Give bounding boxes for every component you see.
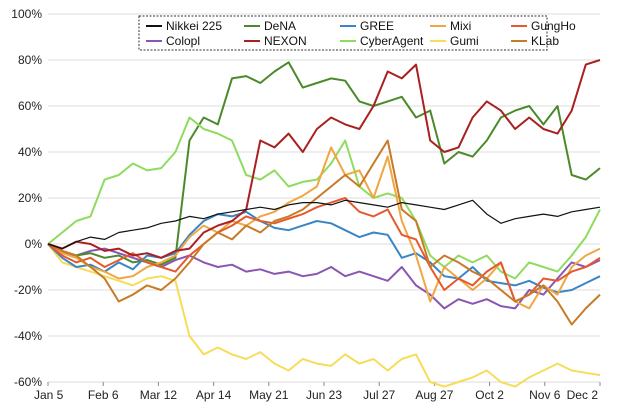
x-tick-label: Feb 6 bbox=[88, 388, 119, 402]
legend-label: Gumi bbox=[450, 34, 479, 48]
x-tick-label: Mar 12 bbox=[140, 388, 178, 402]
y-tick-label: 20% bbox=[18, 191, 42, 205]
x-tick-label: Oct 2 bbox=[475, 388, 504, 402]
y-tick-label: -20% bbox=[14, 283, 42, 297]
y-tick-label: 40% bbox=[18, 145, 42, 159]
x-tick-label: Aug 27 bbox=[415, 388, 453, 402]
grid-lines bbox=[48, 13, 600, 383]
legend-label: KLab bbox=[531, 34, 559, 48]
x-axis: Jan 5 Feb 6 Mar 12 Apr 14 May 21 Jun 23 Jul 27… bbox=[34, 382, 601, 402]
legend-label: GREE bbox=[360, 19, 394, 33]
legend-label: GungHo bbox=[531, 19, 576, 33]
x-tick-label: Dec 2 bbox=[567, 388, 599, 402]
series-line-nexon bbox=[47, 59, 601, 259]
legend-label: DeNA bbox=[264, 19, 296, 33]
x-tick-label: Jul 27 bbox=[363, 388, 395, 402]
y-tick-label: 0% bbox=[25, 237, 43, 251]
y-axis: -60% -40% -20% 0% 20% 40% 60% 80% 100% bbox=[11, 7, 42, 389]
x-tick-label: Apr 14 bbox=[196, 388, 232, 402]
series-line-nikkei-225 bbox=[47, 199, 601, 250]
series-line-gungho bbox=[47, 197, 601, 303]
series-line-klab bbox=[47, 139, 601, 326]
y-tick-label: -40% bbox=[14, 329, 42, 343]
legend-label: Mixi bbox=[450, 19, 471, 33]
legend-label: Nikkei 225 bbox=[166, 19, 222, 33]
y-tick-label: 60% bbox=[18, 99, 42, 113]
legend-label: CyberAgent bbox=[360, 34, 424, 48]
series-line-gree bbox=[47, 210, 601, 294]
series-line-dena bbox=[47, 61, 601, 266]
series-line-gumi bbox=[47, 243, 601, 388]
y-tick-label: 80% bbox=[18, 53, 42, 67]
x-tick-label: Nov 6 bbox=[529, 388, 561, 402]
legend: Nikkei 225 DeNA GREE Mixi GungHo Colopl NEXON C… bbox=[138, 15, 576, 51]
y-tick-label: 100% bbox=[11, 7, 42, 21]
legend-box bbox=[138, 15, 548, 51]
legend-label: Colopl bbox=[166, 34, 200, 48]
legend-label: NEXON bbox=[264, 34, 307, 48]
series-lines bbox=[47, 59, 601, 388]
y-tick-label: -60% bbox=[14, 375, 42, 389]
series-line-cyberagent bbox=[47, 116, 601, 280]
series-line-colopl bbox=[47, 243, 601, 310]
x-tick-label: Jun 23 bbox=[306, 388, 342, 402]
x-tick-label: Jan 5 bbox=[34, 388, 64, 402]
x-tick-label: May 21 bbox=[249, 388, 289, 402]
